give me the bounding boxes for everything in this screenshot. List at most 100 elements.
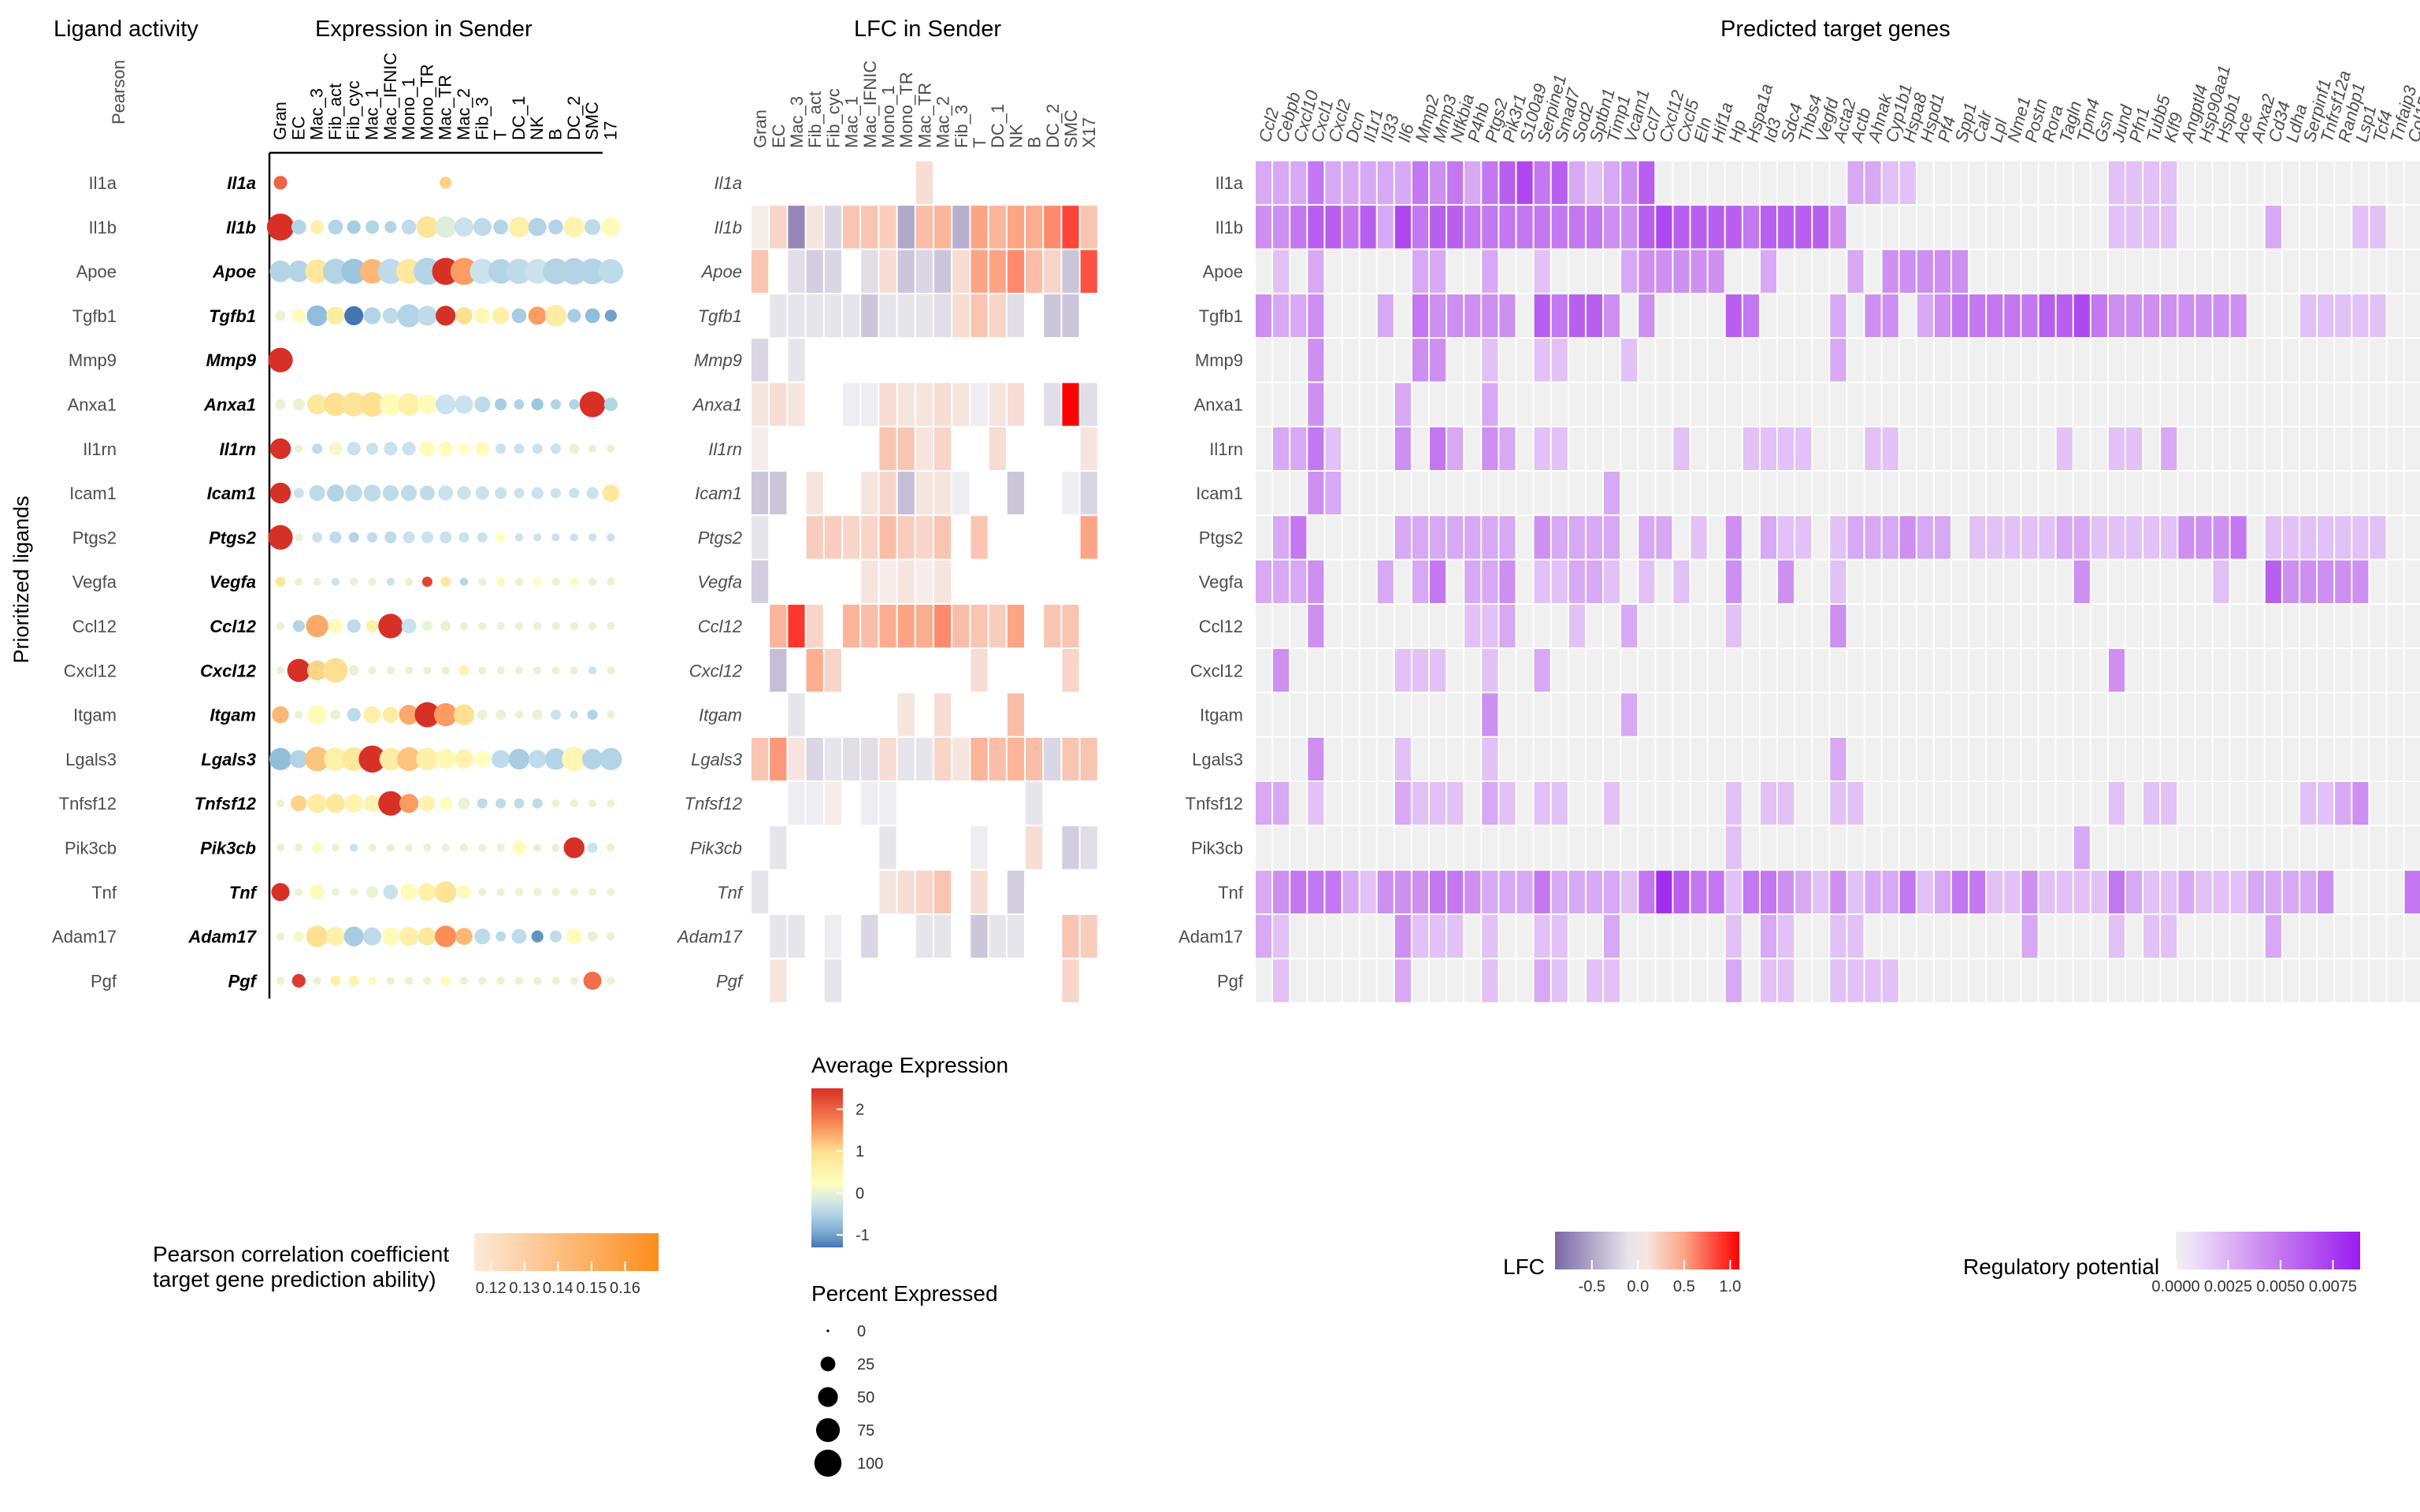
target-cell xyxy=(2178,826,2195,869)
target-cell xyxy=(1342,516,1359,559)
lfc-cell xyxy=(934,206,952,249)
target-cell xyxy=(1882,560,1899,603)
target-cell xyxy=(1639,737,1655,781)
target-cell xyxy=(1586,161,1602,205)
target-cell xyxy=(1516,826,1533,869)
target-row-label: Tnf xyxy=(1218,883,1244,902)
expression-dot xyxy=(588,888,597,896)
target-cell xyxy=(2004,471,2021,515)
expression-dot xyxy=(569,443,580,454)
target-cell xyxy=(2195,737,2212,781)
target-cell xyxy=(2195,870,2212,914)
expression-dot xyxy=(276,666,285,675)
target-cell xyxy=(1760,649,1776,692)
target-cell xyxy=(1325,560,1342,603)
lfc-cell xyxy=(788,339,805,382)
target-cell xyxy=(2300,294,2317,338)
activity-row-label: Apoe xyxy=(76,262,117,282)
target-cell xyxy=(2143,693,2160,736)
target-cell xyxy=(1969,206,1986,249)
lfc-cell xyxy=(934,471,952,515)
target-cell xyxy=(1934,206,1950,249)
target-cell xyxy=(2404,161,2420,205)
lfc-cell xyxy=(752,250,769,293)
expression-dot xyxy=(533,976,542,985)
target-cell xyxy=(1464,649,1481,692)
target-cell xyxy=(1430,826,1446,869)
target-cell xyxy=(1952,516,1969,559)
expression-dot xyxy=(458,443,470,455)
target-cell xyxy=(1568,560,1585,603)
expression-dot xyxy=(544,305,567,327)
expression-dot xyxy=(348,532,359,543)
target-cell xyxy=(1464,250,1481,293)
target-cell xyxy=(2370,560,2386,603)
lfc-cell xyxy=(989,383,1006,426)
lfc-cell xyxy=(806,649,823,692)
target-cell xyxy=(1464,427,1481,470)
target-cell xyxy=(2126,649,2143,692)
target-cell xyxy=(1865,914,1881,958)
target-cell xyxy=(1725,161,1742,205)
expression-dot xyxy=(602,484,620,502)
legend-tick-label: 2 xyxy=(856,1102,864,1119)
lfc-cell xyxy=(915,294,933,338)
lfc-row-label: Il1rn xyxy=(708,439,742,459)
target-cell xyxy=(1290,250,1307,293)
target-cell xyxy=(1673,560,1690,603)
target-cell xyxy=(1516,604,1533,648)
target-cell xyxy=(1377,649,1394,692)
target-cell xyxy=(1377,693,1394,736)
expression-dot xyxy=(306,614,328,638)
target-cell xyxy=(1882,294,1899,338)
target-cell xyxy=(2108,870,2125,914)
target-genes-heatmap-panel: Il1aIl1bApoeTgfb1Mmp9Anxa1Il1rnIcam1Ptgs… xyxy=(1178,63,2420,1002)
target-cell xyxy=(1377,737,1394,781)
target-cell xyxy=(1743,870,1759,914)
target-cell xyxy=(1778,914,1795,958)
legend-tick-label: -0.5 xyxy=(1579,1278,1605,1295)
target-cell xyxy=(1830,206,1847,249)
target-cell xyxy=(1342,737,1359,781)
target-cell xyxy=(1394,604,1411,648)
target-cell xyxy=(1342,471,1359,515)
target-cell xyxy=(2126,693,2143,736)
target-cell xyxy=(1917,339,1933,382)
expression-row-label: Il1a xyxy=(227,173,256,193)
target-cell xyxy=(1656,516,1672,559)
target-cell xyxy=(2126,427,2143,470)
target-cell xyxy=(2126,782,2143,825)
target-cell xyxy=(1813,959,1829,1002)
expression-x-tick: EC xyxy=(288,116,308,140)
expression-dot xyxy=(585,308,600,324)
lfc-x-tick: Mono_1 xyxy=(878,85,898,148)
target-cell xyxy=(2073,693,2090,736)
target-cell xyxy=(2108,516,2125,559)
target-cell xyxy=(2352,161,2369,205)
expression-dot xyxy=(531,930,544,943)
target-cell xyxy=(2370,782,2386,825)
target-cell xyxy=(2195,471,2212,515)
target-cell xyxy=(1256,870,1272,914)
lfc-cell xyxy=(1026,206,1043,249)
target-cell xyxy=(1830,560,1847,603)
target-cell xyxy=(1256,604,1272,648)
target-cell xyxy=(1482,206,1498,249)
target-cell xyxy=(2352,560,2369,603)
target-cell xyxy=(1691,959,1707,1002)
target-cell xyxy=(1568,604,1585,648)
target-cell xyxy=(2300,604,2317,648)
target-cell xyxy=(1534,604,1550,648)
target-cell xyxy=(2004,693,2021,736)
target-cell xyxy=(2247,206,2264,249)
target-cell xyxy=(1499,826,1516,869)
expression-dot xyxy=(414,702,440,728)
target-cell xyxy=(2335,959,2351,1002)
expression-dot xyxy=(607,533,615,542)
target-cell xyxy=(2108,161,2125,205)
expression-dot xyxy=(477,710,488,721)
expression-dot xyxy=(587,931,598,942)
target-cell xyxy=(1325,294,1342,338)
target-cell xyxy=(2021,782,2038,825)
target-cell xyxy=(2108,383,2125,426)
